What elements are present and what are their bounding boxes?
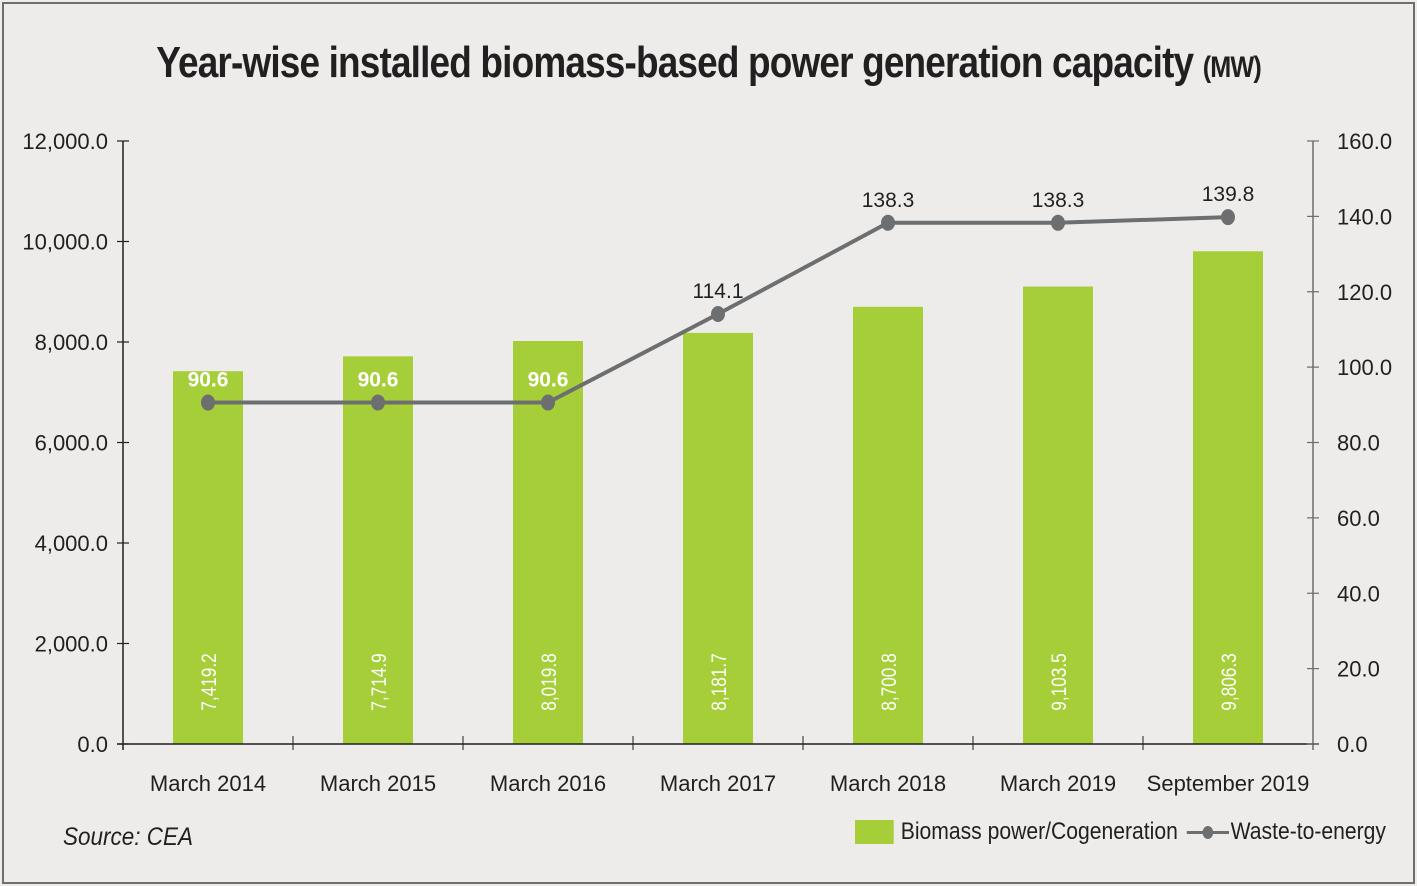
waste-to-energy-point	[711, 305, 725, 322]
waste-to-energy-value-label: 138.3	[862, 189, 915, 212]
x-axis-tick-label: March 2019	[1000, 771, 1116, 796]
right-axis-tick-label: 40.0	[1337, 581, 1380, 606]
waste-to-energy-point	[371, 394, 385, 411]
left-axis-tick-label: 10,000.0	[22, 230, 108, 255]
legend-label-biomass: Biomass power/Cogeneration	[900, 818, 1178, 845]
bar-value-label: 9,103.5	[1049, 653, 1072, 710]
waste-to-energy-point	[881, 214, 895, 231]
legend: Biomass power/Cogeneration Waste-to-ener…	[855, 818, 1386, 846]
waste-to-energy-value-label: 90.6	[528, 369, 569, 392]
waste-to-energy-point	[201, 394, 215, 411]
x-axis-tick-label: March 2017	[660, 771, 776, 796]
bar-value-label: 7,714.9	[369, 653, 392, 710]
bar	[343, 356, 413, 744]
right-axis-tick-label: 100.0	[1337, 355, 1392, 380]
waste-to-energy-value-label: 90.6	[358, 369, 399, 392]
waste-to-energy-point	[541, 394, 555, 411]
left-axis-tick-label: 2,000.0	[35, 632, 108, 657]
x-axis-tick-label: March 2016	[490, 771, 606, 796]
bar-value-label: 7,419.2	[199, 653, 222, 710]
bar	[683, 332, 753, 744]
x-axis-tick-label: September 2019	[1147, 771, 1310, 796]
right-axis-tick-label: 60.0	[1337, 506, 1380, 531]
legend-swatch-biomass	[855, 820, 894, 844]
bar-value-label: 8,019.8	[539, 653, 562, 710]
left-axis-tick-label: 4,000.0	[35, 531, 108, 556]
title-unit: (MW)	[1202, 51, 1262, 84]
right-axis-tick-label: 80.0	[1337, 431, 1380, 456]
waste-to-energy-point	[1051, 214, 1065, 231]
chart-title: Year-wise installed biomass-based power …	[0, 38, 1417, 88]
bar-value-label: 8,700.8	[879, 653, 902, 710]
waste-to-energy-point	[1221, 209, 1235, 226]
right-axis-tick-label: 140.0	[1337, 204, 1392, 229]
x-axis-tick-label: March 2018	[830, 771, 946, 796]
bar	[1193, 251, 1263, 744]
bar	[173, 371, 243, 744]
left-axis-tick-label: 8,000.0	[35, 330, 108, 355]
left-axis-tick-label: 6,000.0	[35, 431, 108, 456]
x-axis-tick-label: March 2015	[320, 771, 436, 796]
source-note: Source: CEA	[63, 823, 194, 851]
right-axis-tick-label: 0.0	[1337, 732, 1368, 757]
waste-to-energy-value-label: 90.6	[188, 369, 229, 392]
right-axis-tick-label: 120.0	[1337, 280, 1392, 305]
left-axis-tick-label: 0.0	[77, 732, 108, 757]
waste-to-energy-value-label: 139.8	[1202, 183, 1255, 206]
bar-value-label: 9,806.3	[1219, 653, 1242, 710]
left-axis-tick-label: 12,000.0	[22, 129, 108, 154]
legend-label-waste-to-energy: Waste-to-energy	[1230, 818, 1386, 845]
legend-marker-waste-to-energy	[1186, 820, 1229, 844]
bar	[853, 306, 923, 744]
x-axis-tick-label: March 2014	[150, 771, 266, 796]
waste-to-energy-value-label: 114.1	[693, 280, 744, 303]
bar-value-label: 8,181.7	[709, 653, 732, 710]
right-axis-tick-label: 20.0	[1337, 657, 1380, 682]
right-axis-tick-label: 160.0	[1337, 129, 1392, 154]
waste-to-energy-value-label: 138.3	[1032, 189, 1085, 212]
title-text: Year-wise installed biomass-based power …	[156, 38, 1194, 87]
bar	[1023, 286, 1093, 744]
